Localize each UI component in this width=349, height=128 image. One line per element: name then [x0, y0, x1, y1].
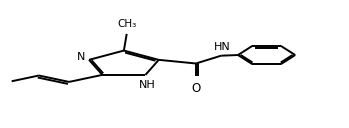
Text: HN: HN	[214, 42, 230, 52]
Text: CH₃: CH₃	[117, 19, 136, 29]
Text: N: N	[77, 52, 86, 62]
Text: NH: NH	[139, 80, 156, 90]
Text: O: O	[191, 82, 200, 95]
